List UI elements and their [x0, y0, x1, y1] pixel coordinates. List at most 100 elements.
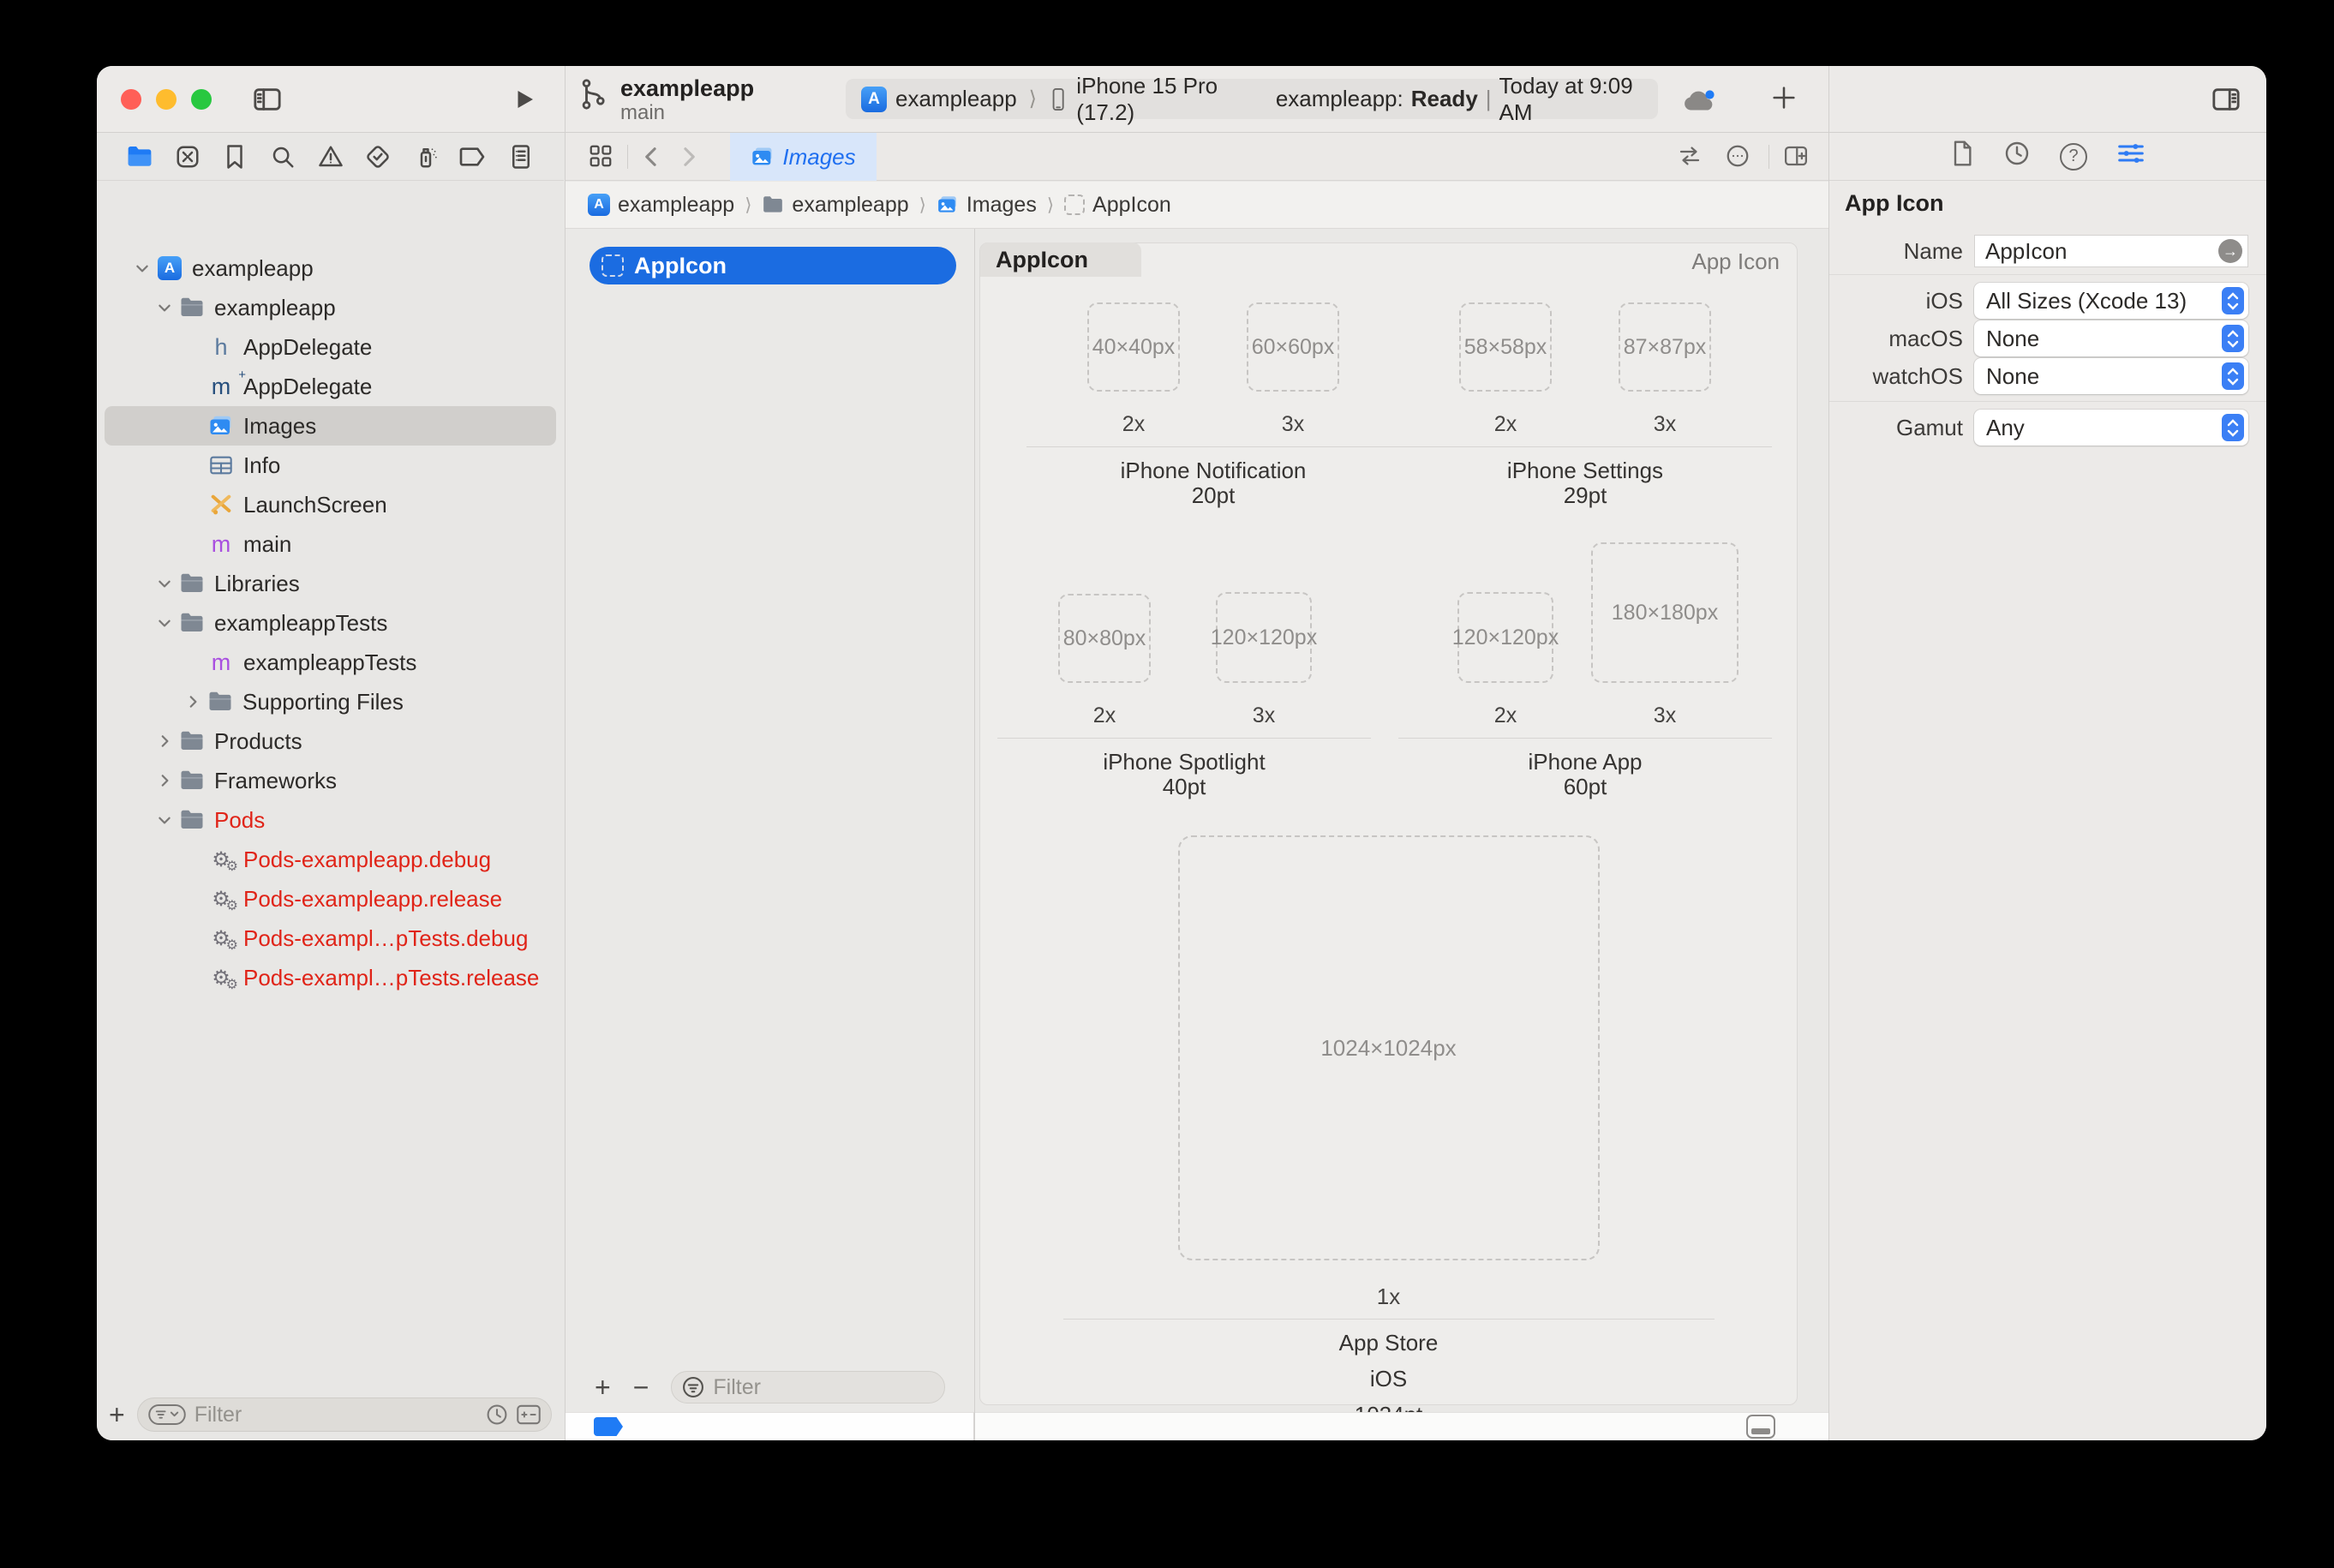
sidebar-item-exampleapptests-group[interactable]: exampleappTests [97, 603, 564, 643]
outline-canvas-divider[interactable] [974, 229, 975, 1440]
name-field[interactable]: AppIcon → [1974, 235, 2248, 267]
report-navigator-tab[interactable] [507, 143, 535, 171]
icon-slot[interactable]: 180×180px [1591, 542, 1739, 683]
gamut-label: Gamut [1895, 414, 1963, 440]
chevron-right-icon[interactable] [180, 694, 206, 709]
sidebar-item-pods-tests-release[interactable]: ⚙ ⚙ Pods-exampl…pTests.release [97, 958, 564, 997]
sidebar-item-appdelegate-h[interactable]: h AppDelegate [97, 327, 564, 367]
sidebar-item-pods-tests-debug[interactable]: ⚙ ⚙ Pods-exampl…pTests.debug [97, 919, 564, 958]
tag-icon[interactable] [594, 1417, 623, 1436]
sidebar-item-pods-exampleapp-release[interactable]: ⚙ ⚙ Pods-exampleapp.release [97, 879, 564, 919]
chevron-down-icon[interactable] [152, 812, 177, 828]
sidebar-item-pods[interactable]: Pods [97, 800, 564, 840]
sidebar-item-frameworks[interactable]: Frameworks [97, 761, 564, 800]
icon-slot[interactable]: 58×58px [1459, 302, 1552, 392]
sidebar-item-exampleapp-project[interactable]: A exampleapp [97, 248, 564, 288]
icon-slot[interactable]: 87×87px [1619, 302, 1711, 392]
macos-dropdown[interactable]: None [1974, 320, 2248, 356]
project-navigator-tab[interactable] [126, 143, 153, 171]
add-asset-button[interactable]: + [595, 1372, 611, 1403]
test-navigator-tab[interactable] [364, 143, 392, 171]
xcconfig-icon: ⚙ ⚙ [212, 926, 238, 954]
add-editor-icon[interactable] [1782, 143, 1810, 175]
debug-navigator-tab[interactable] [412, 143, 440, 171]
forward-button[interactable] [677, 145, 699, 175]
group-divider [1398, 738, 1772, 739]
cloud-sync-icon[interactable] [1680, 88, 1715, 117]
recent-files-icon[interactable] [486, 1403, 508, 1426]
breadcrumb-appicon[interactable]: AppIcon [1064, 193, 1171, 218]
run-button[interactable] [512, 87, 542, 116]
source-control-navigator-tab[interactable] [174, 143, 201, 171]
add-tab-button[interactable] [1769, 83, 1800, 112]
jump-to-definition-icon[interactable]: → [2218, 239, 2242, 263]
tab-images[interactable]: Images [730, 133, 877, 181]
tab-overview-icon[interactable] [588, 143, 613, 175]
sidebar-item-images[interactable]: Images [105, 406, 556, 446]
icon-slot[interactable]: 120×120px [1452, 592, 1559, 683]
minimize-button[interactable] [156, 89, 177, 110]
gamut-dropdown[interactable]: Any [1974, 410, 2248, 446]
breakpoint-navigator-tab[interactable] [459, 143, 487, 171]
sidebar-item-supporting-files[interactable]: Supporting Files [97, 682, 564, 721]
chevron-down-icon[interactable] [152, 615, 177, 631]
sidebar-item-appdelegate-m[interactable]: m + AppDelegate [97, 367, 564, 406]
sidebar-item-main[interactable]: m main [97, 524, 564, 564]
objc-file-icon: m + [211, 368, 246, 399]
bookmark-navigator-tab[interactable] [221, 143, 248, 171]
back-button[interactable] [641, 145, 663, 175]
icon-slot[interactable]: 40×40px [1087, 302, 1180, 392]
sidebar-item-exampleapp-group[interactable]: exampleapp [97, 288, 564, 327]
scale-label: 2x [1493, 703, 1517, 727]
scheme-selector[interactable]: exampleapp main [579, 75, 754, 124]
active-scheme-chip[interactable]: exampleapp [895, 86, 1017, 111]
breadcrumb-images[interactable]: Images [937, 193, 1037, 218]
issue-navigator-tab[interactable] [317, 143, 344, 171]
toggle-bottom-panel-icon[interactable] [1746, 1415, 1775, 1439]
ios-dropdown[interactable]: All Sizes (Xcode 13) [1974, 283, 2248, 319]
chevron-right-icon[interactable] [152, 733, 177, 749]
inspector-divider[interactable] [1828, 66, 1829, 1440]
watchos-dropdown[interactable]: None [1974, 358, 2248, 394]
sidebar-item-libraries[interactable]: Libraries [97, 564, 564, 603]
close-button[interactable] [121, 89, 141, 110]
navigator-filter-field[interactable]: Filter [136, 1397, 552, 1432]
asset-filter-field[interactable]: Filter [671, 1371, 945, 1403]
breadcrumb-project[interactable]: A exampleapp [588, 193, 734, 218]
add-file-button[interactable]: + [109, 1399, 125, 1430]
toggle-left-sidebar-button[interactable] [252, 85, 283, 114]
toggle-right-sidebar-button[interactable] [2211, 85, 2241, 114]
sidebar-item-launchscreen[interactable]: LaunchScreen [97, 485, 564, 524]
attributes-inspector-tab[interactable] [2116, 140, 2145, 173]
icon-slot[interactable]: 120×120px [1211, 592, 1317, 683]
asset-item-appicon[interactable]: AppIcon [589, 247, 956, 284]
zoom-button[interactable] [191, 89, 212, 110]
source-control-status-icon[interactable] [517, 1404, 541, 1425]
sidebar-item-info[interactable]: Info [97, 446, 564, 485]
code-review-icon[interactable] [1676, 143, 1703, 175]
sidebar-item-pods-exampleapp-debug[interactable]: ⚙ ⚙ Pods-exampleapp.debug [97, 840, 564, 879]
history-inspector-tab[interactable] [2003, 140, 2031, 173]
group-app-store: 1024×1024px 1x App Store iOS 1024pt [980, 835, 1797, 1427]
chevron-right-icon[interactable] [152, 773, 177, 788]
breadcrumb-group[interactable]: exampleapp [762, 193, 909, 218]
remove-asset-button[interactable]: − [632, 1372, 649, 1403]
file-inspector-tab[interactable] [1950, 140, 1974, 173]
chevron-down-icon[interactable] [152, 576, 177, 591]
canvas-section-header[interactable]: AppIcon [980, 242, 1141, 277]
sidebar-item-products[interactable]: Products [97, 721, 564, 761]
icon-slot[interactable]: 60×60px [1247, 302, 1339, 392]
navigator-tab-bar [97, 133, 564, 181]
sidebar-item-exampleapptests-file[interactable]: m exampleappTests [97, 643, 564, 682]
quick-help-inspector-tab[interactable]: ? [2060, 142, 2087, 171]
editor-options-icon[interactable] [1724, 143, 1751, 175]
chevron-down-icon[interactable] [129, 260, 155, 276]
icon-slot[interactable]: 1024×1024px [1177, 835, 1600, 1260]
find-navigator-tab[interactable] [269, 143, 296, 171]
appicon-placeholder-icon [601, 254, 624, 277]
run-destination-chip[interactable]: iPhone 15 Pro (17.2) [1076, 72, 1218, 125]
xcconfig-icon: ⚙ ⚙ [212, 966, 238, 993]
chevron-down-icon[interactable] [152, 300, 177, 315]
sidebar-divider[interactable] [565, 66, 566, 1440]
icon-slot[interactable]: 80×80px [1058, 594, 1151, 683]
